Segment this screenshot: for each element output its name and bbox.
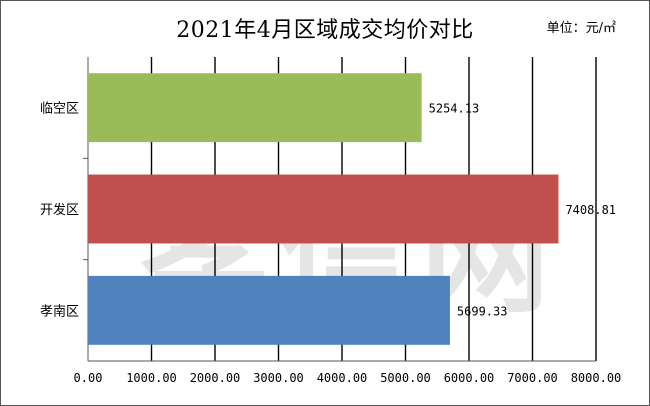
data-label: 5254.13 xyxy=(429,102,480,116)
x-tick-label: 8000.00 xyxy=(571,371,622,385)
bar xyxy=(88,73,422,143)
chart-title: 2021年4月区域成交均价对比 xyxy=(176,18,474,43)
x-tick-label: 3000.00 xyxy=(253,371,304,385)
x-tick-label: 0.00 xyxy=(74,371,103,385)
category-label: 开发区 xyxy=(40,202,79,218)
x-tick-label: 2000.00 xyxy=(190,371,241,385)
x-tick-label: 1000.00 xyxy=(126,371,177,385)
category-label: 孝南区 xyxy=(40,303,79,319)
data-label: 7408.81 xyxy=(565,203,616,217)
category-label: 临空区 xyxy=(40,102,79,117)
x-tick-label: 7000.00 xyxy=(507,371,558,385)
bar xyxy=(88,174,559,244)
x-tick-label: 6000.00 xyxy=(444,371,495,385)
x-tick-label: 4000.00 xyxy=(317,371,368,385)
bar xyxy=(88,275,450,345)
data-label: 5699.33 xyxy=(457,304,508,318)
unit-label: 单位：元/㎡ xyxy=(546,21,616,36)
x-tick-label: 5000.00 xyxy=(380,371,431,385)
